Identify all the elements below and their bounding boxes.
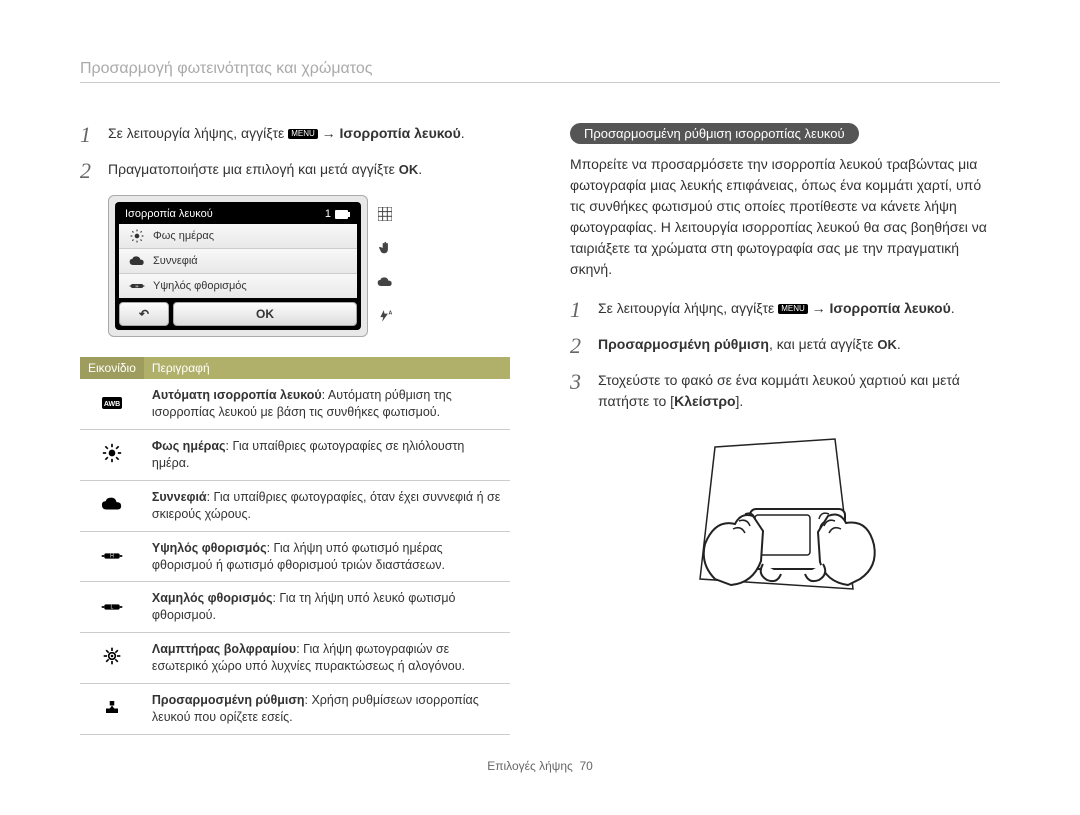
lcd-side-icons: A bbox=[377, 206, 393, 324]
ok-label: OK bbox=[877, 337, 897, 352]
svg-text:A: A bbox=[389, 311, 393, 317]
wb-icon-table: Εικονίδιο Περιγραφή AWB Αυτόματη ισορροπ… bbox=[80, 357, 510, 734]
desc-bold: Φως ημέρας bbox=[152, 439, 226, 453]
menu-icon: MENU bbox=[288, 129, 318, 139]
table-row: Φως ημέρας: Για υπαίθριες φωτογραφίες σε… bbox=[80, 430, 510, 481]
right-step-3: 3 Στοχεύστε το φακό σε ένα κομμάτι λευκο… bbox=[570, 370, 1000, 412]
table-row: H Υψηλός φθορισμός: Για λήψη υπό φωτισμό… bbox=[80, 531, 510, 582]
lcd-title: Ισορροπία λευκού bbox=[125, 208, 213, 220]
cloud-icon bbox=[377, 274, 393, 290]
page-footer: Επιλογές λήψης 70 bbox=[80, 759, 1000, 773]
ok-label: OK bbox=[399, 162, 419, 177]
lcd-option-label: Φως ημέρας bbox=[153, 230, 214, 242]
cloud-icon bbox=[129, 254, 145, 268]
left-step-2: 2 Πραγματοποιήστε μια επιλογή και μετά α… bbox=[80, 159, 510, 183]
lcd-option-cloudy[interactable]: Συννεφιά bbox=[119, 249, 357, 274]
table-header-desc: Περιγραφή bbox=[144, 357, 510, 379]
lcd-option-label: Συννεφιά bbox=[153, 255, 198, 267]
step-number: 1 bbox=[80, 123, 98, 147]
text: → bbox=[322, 125, 340, 141]
table-row: L Χαμηλός φθορισμός: Για τη λήψη υπό λευ… bbox=[80, 582, 510, 633]
illustration-hands-camera bbox=[645, 424, 925, 634]
text: Σε λειτουργία λήψης, αγγίξτε bbox=[598, 300, 778, 316]
svg-text:L: L bbox=[111, 605, 114, 611]
text-bold: Ισορροπία λευκού bbox=[830, 300, 951, 316]
table-row: Συννεφιά: Για υπαίθριες φωτογραφίες, ότα… bbox=[80, 480, 510, 531]
text: Σε λειτουργία λήψης, αγγίξτε bbox=[108, 125, 288, 141]
text: → bbox=[812, 300, 830, 316]
table-row: Λαμπτήρας βολφραμίου: Για λήψη φωτογραφι… bbox=[80, 633, 510, 684]
step-number: 3 bbox=[570, 370, 588, 412]
lcd-option-daylight[interactable]: Φως ημέρας bbox=[119, 224, 357, 249]
cloud-icon bbox=[101, 494, 123, 514]
lcd-option-fluor-h[interactable]: H Υψηλός φθορισμός bbox=[119, 274, 357, 298]
lcd-ok-button[interactable]: OK bbox=[173, 302, 357, 326]
footer-page: 70 bbox=[579, 759, 592, 773]
footer-label: Επιλογές λήψης bbox=[487, 759, 573, 773]
text-bold: Ισορροπία λευκού bbox=[340, 125, 461, 141]
lcd-option-label: Υψηλός φθορισμός bbox=[153, 280, 247, 292]
tungsten-icon bbox=[101, 646, 123, 666]
battery-icon bbox=[335, 210, 351, 219]
flash-auto-icon: A bbox=[377, 308, 393, 324]
menu-icon: MENU bbox=[778, 304, 808, 314]
desc-bold: Υψηλός φθορισμός bbox=[152, 541, 267, 555]
table-header-icon: Εικονίδιο bbox=[80, 357, 144, 379]
text: Πραγματοποιήστε μια επιλογή και μετά αγγ… bbox=[108, 161, 399, 177]
left-step-1: 1 Σε λειτουργία λήψης, αγγίξτε MENU → Ισ… bbox=[80, 123, 510, 147]
sun-icon bbox=[101, 443, 123, 463]
step-number: 1 bbox=[570, 298, 588, 322]
desc-bold: Συννεφιά bbox=[152, 490, 207, 504]
desc-bold: Χαμηλός φθορισμός bbox=[152, 591, 273, 605]
fluorescent-high-icon: H bbox=[129, 279, 145, 293]
fluorescent-high-icon: H bbox=[101, 546, 123, 566]
hand-icon bbox=[377, 240, 393, 256]
sun-icon bbox=[129, 229, 145, 243]
table-row: Προσαρμοσμένη ρύθμιση: Χρήση ρυθμίσεων ι… bbox=[80, 683, 510, 734]
lcd-count: 1 bbox=[325, 208, 331, 220]
lcd-back-button[interactable]: ↶ bbox=[119, 302, 169, 326]
left-column: 1 Σε λειτουργία λήψης, αγγίξτε MENU → Ισ… bbox=[80, 123, 510, 735]
desc-bold: Αυτόματη ισορροπία λευκού bbox=[152, 388, 322, 402]
right-step-2: 2 Προσαρμοσμένη ρύθμιση, και μετά αγγίξτ… bbox=[570, 334, 1000, 358]
text-bold: Προσαρμοσμένη ρύθμιση bbox=[598, 336, 769, 352]
section-heading-pill: Προσαρμοσμένη ρύθμιση ισορροπίας λευκού bbox=[570, 123, 859, 144]
table-row: AWB Αυτόματη ισορροπία λευκού: Αυτόματη … bbox=[80, 379, 510, 429]
awb-icon: AWB bbox=[101, 393, 123, 413]
desc-bold: Προσαρμοσμένη ρύθμιση bbox=[152, 693, 305, 707]
camera-screen: Ισορροπία λευκού 1 Φως ημέρας bbox=[108, 195, 368, 337]
text: ]. bbox=[736, 393, 744, 409]
svg-text:H: H bbox=[110, 554, 114, 560]
text: , και μετά αγγίξτε bbox=[769, 336, 877, 352]
step-number: 2 bbox=[80, 159, 98, 183]
fluorescent-low-icon: L bbox=[101, 597, 123, 617]
desc-bold: Λαμπτήρας βολφραμίου bbox=[152, 642, 296, 656]
right-column: Προσαρμοσμένη ρύθμιση ισορροπίας λευκού … bbox=[570, 123, 1000, 735]
custom-wb-icon bbox=[101, 697, 123, 717]
grid-icon bbox=[377, 206, 393, 222]
svg-text:H: H bbox=[136, 284, 139, 289]
right-step-1: 1 Σε λειτουργία λήψης, αγγίξτε MENU → Ισ… bbox=[570, 298, 1000, 322]
step-number: 2 bbox=[570, 334, 588, 358]
paragraph: Μπορείτε να προσαρμόσετε την ισορροπία λ… bbox=[570, 154, 1000, 280]
text: Στοχεύστε το φακό σε ένα κομμάτι λευκού … bbox=[598, 372, 960, 409]
page-title: Προσαρμογή φωτεινότητας και χρώματος bbox=[80, 60, 1000, 83]
svg-text:AWB: AWB bbox=[104, 401, 120, 408]
text-bold: Κλείστρο bbox=[674, 393, 735, 409]
